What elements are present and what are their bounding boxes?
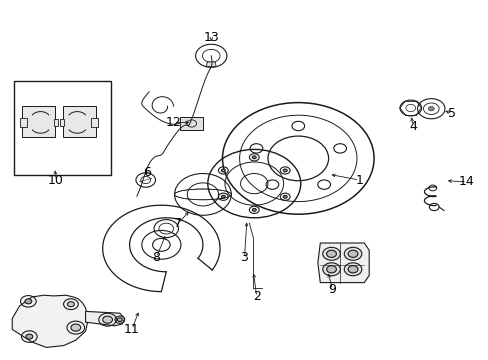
Text: 5: 5	[447, 107, 455, 120]
Circle shape	[252, 156, 256, 159]
Polygon shape	[22, 106, 55, 137]
Text: 13: 13	[203, 31, 219, 44]
Polygon shape	[317, 243, 368, 283]
Polygon shape	[20, 118, 27, 127]
Circle shape	[117, 318, 122, 321]
Circle shape	[25, 299, 32, 304]
Polygon shape	[206, 62, 216, 67]
Circle shape	[322, 263, 340, 276]
Polygon shape	[60, 119, 63, 126]
Circle shape	[221, 195, 225, 198]
Circle shape	[322, 247, 340, 260]
Circle shape	[221, 169, 225, 172]
Circle shape	[102, 316, 112, 323]
Circle shape	[344, 247, 361, 260]
Circle shape	[252, 208, 256, 211]
Polygon shape	[85, 311, 124, 326]
Text: 3: 3	[240, 251, 248, 264]
Text: 14: 14	[458, 175, 474, 188]
Circle shape	[347, 250, 357, 257]
Polygon shape	[180, 117, 203, 130]
Text: 9: 9	[328, 283, 336, 296]
Text: 2: 2	[252, 291, 260, 303]
Polygon shape	[12, 295, 88, 347]
Text: 1: 1	[355, 174, 363, 186]
Text: 6: 6	[142, 166, 150, 179]
Circle shape	[67, 302, 74, 307]
Circle shape	[347, 266, 357, 273]
Text: 7: 7	[174, 217, 182, 230]
Text: 4: 4	[408, 120, 416, 132]
Circle shape	[283, 195, 286, 198]
Circle shape	[427, 107, 433, 111]
Text: 11: 11	[124, 323, 140, 336]
Circle shape	[26, 334, 33, 339]
Text: 10: 10	[47, 174, 63, 186]
Polygon shape	[54, 119, 58, 126]
Circle shape	[326, 266, 336, 273]
Bar	[14, 81, 111, 175]
Circle shape	[344, 263, 361, 276]
Text: 12: 12	[165, 116, 181, 129]
Circle shape	[283, 169, 286, 172]
Polygon shape	[62, 106, 96, 137]
Polygon shape	[91, 118, 98, 127]
Text: 8: 8	[152, 251, 160, 264]
Circle shape	[326, 250, 336, 257]
Circle shape	[71, 324, 81, 331]
